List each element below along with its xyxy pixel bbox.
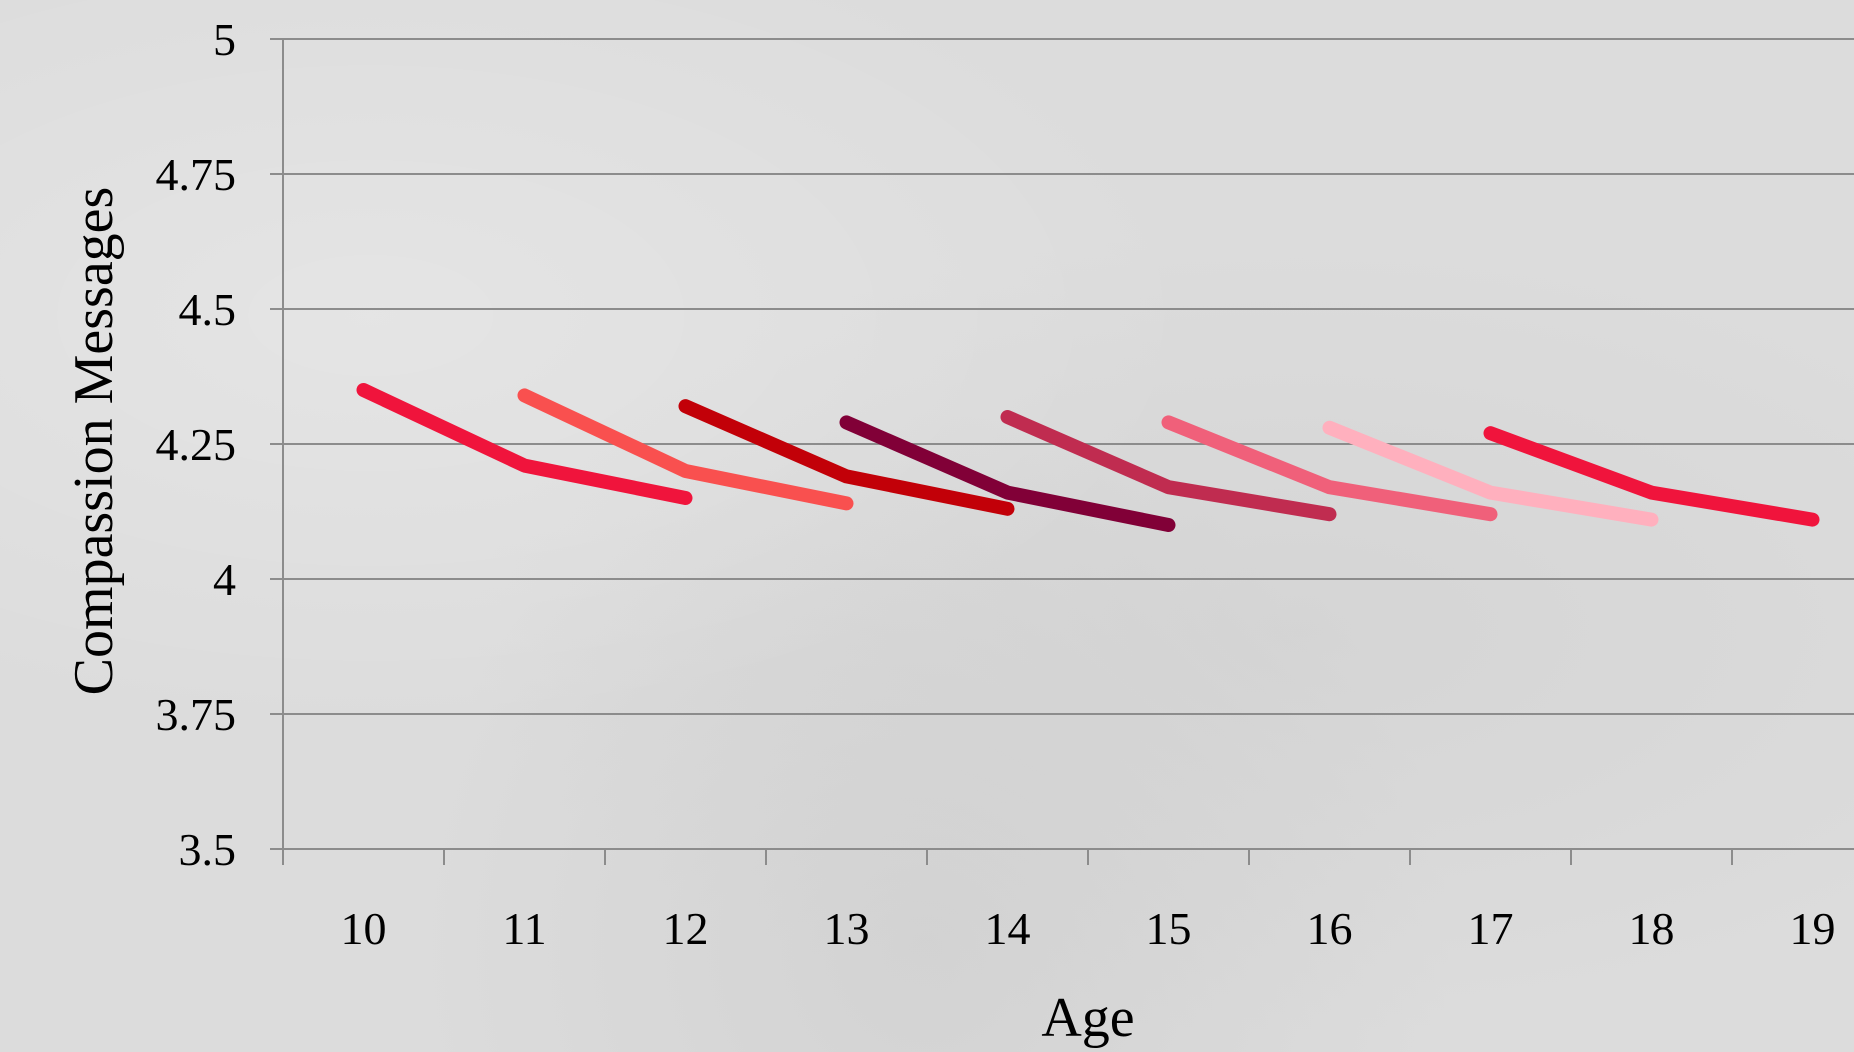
series-lines xyxy=(356,383,1820,532)
y-tick-label: 3.5 xyxy=(179,824,237,875)
y-tick-label: 4.5 xyxy=(179,284,237,335)
x-tick-label: 17 xyxy=(1468,903,1514,954)
series-line-7 xyxy=(1322,420,1659,527)
series-line-1 xyxy=(356,383,693,505)
y-tick-label: 4.25 xyxy=(156,419,237,470)
series-line-6 xyxy=(1161,415,1498,522)
axes xyxy=(282,39,1854,865)
x-tick-label: 15 xyxy=(1146,903,1192,954)
y-tick-label: 4.75 xyxy=(156,149,237,200)
gridlines xyxy=(270,38,1854,850)
series-line-2 xyxy=(517,388,854,511)
x-tick-label: 14 xyxy=(985,903,1031,954)
x-axis-title: Age xyxy=(1041,987,1134,1049)
series-line-4 xyxy=(839,415,1176,532)
series-line-8 xyxy=(1483,426,1820,527)
x-tick-labels: 10 11 12 13 14 15 16 17 18 19 xyxy=(341,903,1836,954)
x-tick-label: 18 xyxy=(1629,903,1675,954)
series-line-3 xyxy=(678,399,1015,516)
y-axis-title: Compassion Messages xyxy=(63,187,125,696)
y-tick-label: 4 xyxy=(213,554,236,605)
y-tick-label: 3.75 xyxy=(156,689,237,740)
x-tick-label: 10 xyxy=(341,903,387,954)
y-tick-labels: 3.5 3.75 4 4.25 4.5 4.75 5 xyxy=(156,14,237,875)
x-tick-label: 19 xyxy=(1790,903,1836,954)
x-tick-label: 16 xyxy=(1307,903,1353,954)
x-tick-label: 13 xyxy=(824,903,870,954)
series-line-5 xyxy=(1000,410,1337,522)
x-tick-label: 12 xyxy=(663,903,709,954)
y-tick-label: 5 xyxy=(213,14,236,65)
x-tick-label: 11 xyxy=(502,903,546,954)
